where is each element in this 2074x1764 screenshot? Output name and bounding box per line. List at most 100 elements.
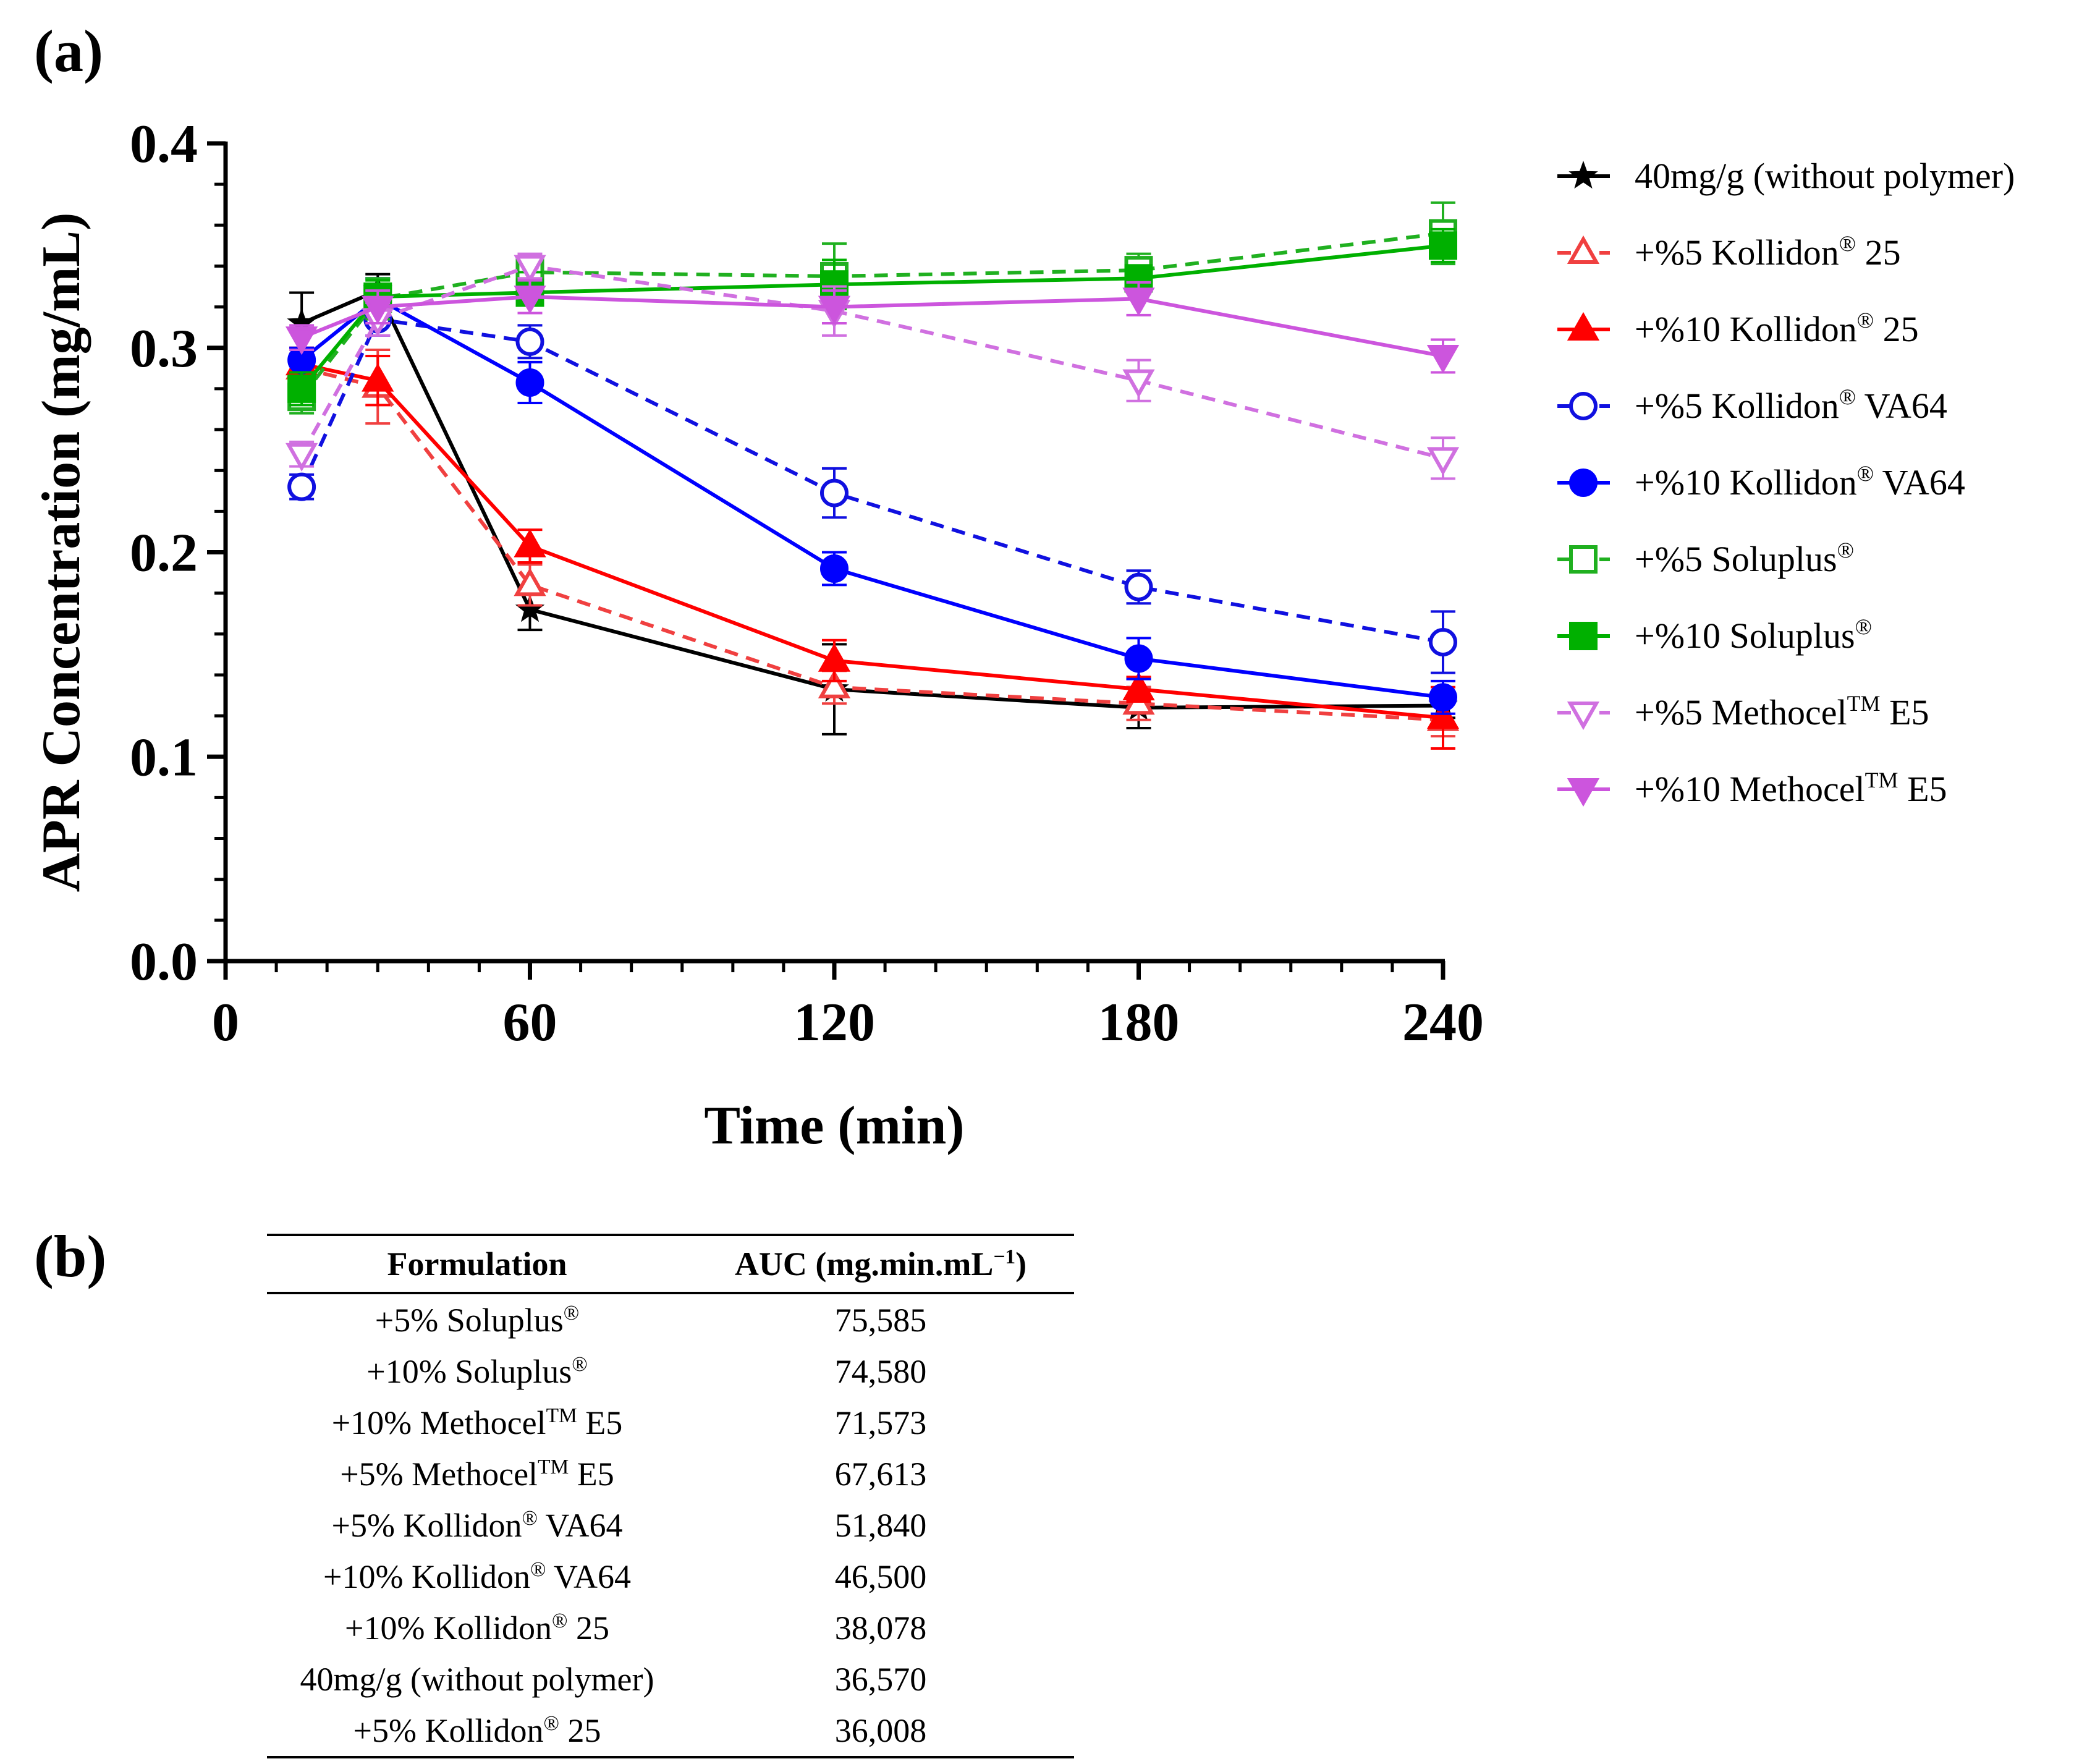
formulation-cell: 40mg/g (without polymer) bbox=[267, 1653, 687, 1705]
dissolution-chart: 0.0 0.1 0.2 0.3 0.4 0 60 120 180 240 Time (min) APR… bbox=[32, 114, 2015, 1156]
x-tick-label: 0 bbox=[212, 993, 239, 1053]
auc-cell: 36,008 bbox=[687, 1705, 1074, 1758]
legend-marker bbox=[1569, 392, 1598, 420]
formulation-tail: 25 bbox=[559, 1711, 601, 1749]
data-point bbox=[820, 478, 849, 507]
formulation-sup: ® bbox=[552, 1609, 568, 1632]
auc-header-tail: ) bbox=[1015, 1245, 1027, 1283]
data-point bbox=[515, 327, 544, 356]
data-point bbox=[1426, 700, 1460, 729]
data-point bbox=[818, 295, 851, 324]
legend-label: +%10 Soluplus® bbox=[1635, 614, 1872, 656]
legend-item: +%5 Kollidon® 25 bbox=[1557, 231, 1901, 273]
series-line bbox=[300, 295, 1444, 358]
legend-label: +%10 Kollidon® 25 bbox=[1635, 308, 1919, 349]
series-5-group bbox=[287, 201, 1457, 415]
data-point bbox=[1426, 344, 1460, 374]
data-point bbox=[514, 286, 546, 315]
formulation-tail: VA64 bbox=[546, 1558, 631, 1595]
series-line bbox=[301, 362, 1444, 720]
series-3-group bbox=[287, 301, 1457, 674]
legend-item: +%5 MethocelTM E5 bbox=[1557, 691, 1929, 732]
y-tick-label: 0.3 bbox=[130, 319, 198, 379]
formulation-sup: ® bbox=[563, 1301, 580, 1325]
legend-label: +%10 Kollidon® VA64 bbox=[1635, 461, 1965, 502]
formulation-tail: 25 bbox=[567, 1609, 609, 1647]
formulation-cell: +10% Kollidon® VA64 bbox=[267, 1551, 687, 1602]
table-row: +5% MethocelTM E5 67,613 bbox=[267, 1448, 1074, 1499]
formulation-sup: ® bbox=[530, 1558, 546, 1581]
data-point bbox=[1429, 231, 1457, 260]
formulation-name: +5% Kollidon bbox=[331, 1506, 522, 1544]
formulation-tail: VA64 bbox=[537, 1506, 623, 1544]
legend-label: 40mg/g (without polymer) bbox=[1635, 156, 2015, 196]
legend-marker bbox=[1567, 778, 1600, 807]
legend-marker bbox=[1569, 469, 1598, 497]
formulation-sup: ® bbox=[522, 1506, 538, 1530]
data-point bbox=[818, 643, 851, 672]
data-point bbox=[1426, 447, 1460, 476]
formulation-cell: +10% Soluplus® bbox=[267, 1346, 687, 1397]
legend-label: +%5 Soluplus® bbox=[1635, 538, 1854, 579]
formulation-name: +10% Kollidon bbox=[345, 1609, 552, 1647]
series-line bbox=[300, 244, 1444, 390]
data-point bbox=[287, 374, 316, 403]
table-row: 40mg/g (without polymer) 36,570 bbox=[267, 1653, 1074, 1705]
formulation-name: 40mg/g (without polymer) bbox=[300, 1660, 654, 1698]
formulation-cell: +10% Kollidon® 25 bbox=[267, 1602, 687, 1653]
formulation-cell: +5% Kollidon® 25 bbox=[267, 1705, 687, 1758]
auc-cell: 75,585 bbox=[834, 1301, 927, 1339]
formulation-header: Formulation bbox=[267, 1234, 687, 1294]
formulation-cell: +5% Soluplus® bbox=[267, 1293, 687, 1346]
data-point bbox=[362, 363, 394, 392]
legend-label: +%10 MethocelTM E5 bbox=[1635, 768, 1947, 809]
formulation-name: +10% Kollidon bbox=[323, 1558, 530, 1595]
data-point bbox=[1124, 644, 1153, 673]
y-tick-label: 0.2 bbox=[130, 524, 198, 583]
table-row: +10% Soluplus® 74,580 bbox=[267, 1346, 1074, 1397]
series-line bbox=[300, 317, 1444, 644]
legend-label: +%5 Kollidon® VA64 bbox=[1635, 384, 1947, 426]
legend-item: +%10 Soluplus® bbox=[1557, 614, 1872, 656]
legend-item: 40mg/g (without polymer) bbox=[1557, 156, 2015, 196]
formulation-cell: +10% MethocelTM E5 bbox=[267, 1397, 687, 1448]
data-point bbox=[1429, 628, 1457, 657]
data-point bbox=[1429, 683, 1457, 712]
auc-table: Formulation AUC (mg.min.mL−1) +5% Solupl… bbox=[267, 1234, 1074, 1758]
series-2-group bbox=[285, 346, 1460, 750]
legend-item: +%5 Soluplus® bbox=[1557, 538, 1854, 579]
series-4-group bbox=[287, 277, 1457, 715]
data-point bbox=[287, 472, 316, 501]
formulation-sup: TM bbox=[538, 1455, 569, 1478]
series-line bbox=[300, 296, 1444, 700]
auc-cell: 67,613 bbox=[834, 1455, 927, 1493]
formulation-name: +5% Methocel bbox=[340, 1455, 538, 1493]
legend-label: +%5 Kollidon® 25 bbox=[1635, 231, 1901, 273]
data-point bbox=[1122, 672, 1155, 701]
series-8-group bbox=[285, 279, 1460, 374]
formulation-sup: ® bbox=[572, 1352, 588, 1376]
data-point bbox=[514, 567, 546, 596]
panel-b-label: (b) bbox=[34, 1223, 107, 1289]
legend-marker bbox=[1567, 702, 1600, 731]
legend-item: +%10 Kollidon® 25 bbox=[1557, 308, 1919, 349]
legend-item: +%10 Kollidon® VA64 bbox=[1557, 461, 1965, 502]
series-line bbox=[300, 264, 1444, 460]
table-row: +5% Kollidon® VA64 51,840 bbox=[267, 1499, 1074, 1551]
y-tick-label: 0.1 bbox=[130, 727, 198, 787]
y-axis-title: APR Concentration (mg/mL) bbox=[32, 213, 91, 893]
legend-marker bbox=[1569, 545, 1598, 574]
series-line bbox=[301, 366, 1444, 722]
data-point bbox=[1122, 287, 1155, 316]
y-tick-label: 0.4 bbox=[130, 114, 198, 174]
panel-a-label: (a) bbox=[34, 18, 103, 84]
data-point bbox=[514, 255, 546, 284]
legend-marker bbox=[1567, 312, 1600, 341]
formulation-tail: E5 bbox=[577, 1404, 623, 1441]
formulation-name: +10% Methocel bbox=[331, 1404, 546, 1441]
formulation-name: +5% Kollidon bbox=[353, 1711, 544, 1749]
x-tick-label: 240 bbox=[1402, 993, 1484, 1053]
y-tick-label: 0.0 bbox=[130, 932, 198, 992]
x-axis-title: Time (min) bbox=[704, 1096, 964, 1156]
data-point bbox=[515, 368, 544, 397]
